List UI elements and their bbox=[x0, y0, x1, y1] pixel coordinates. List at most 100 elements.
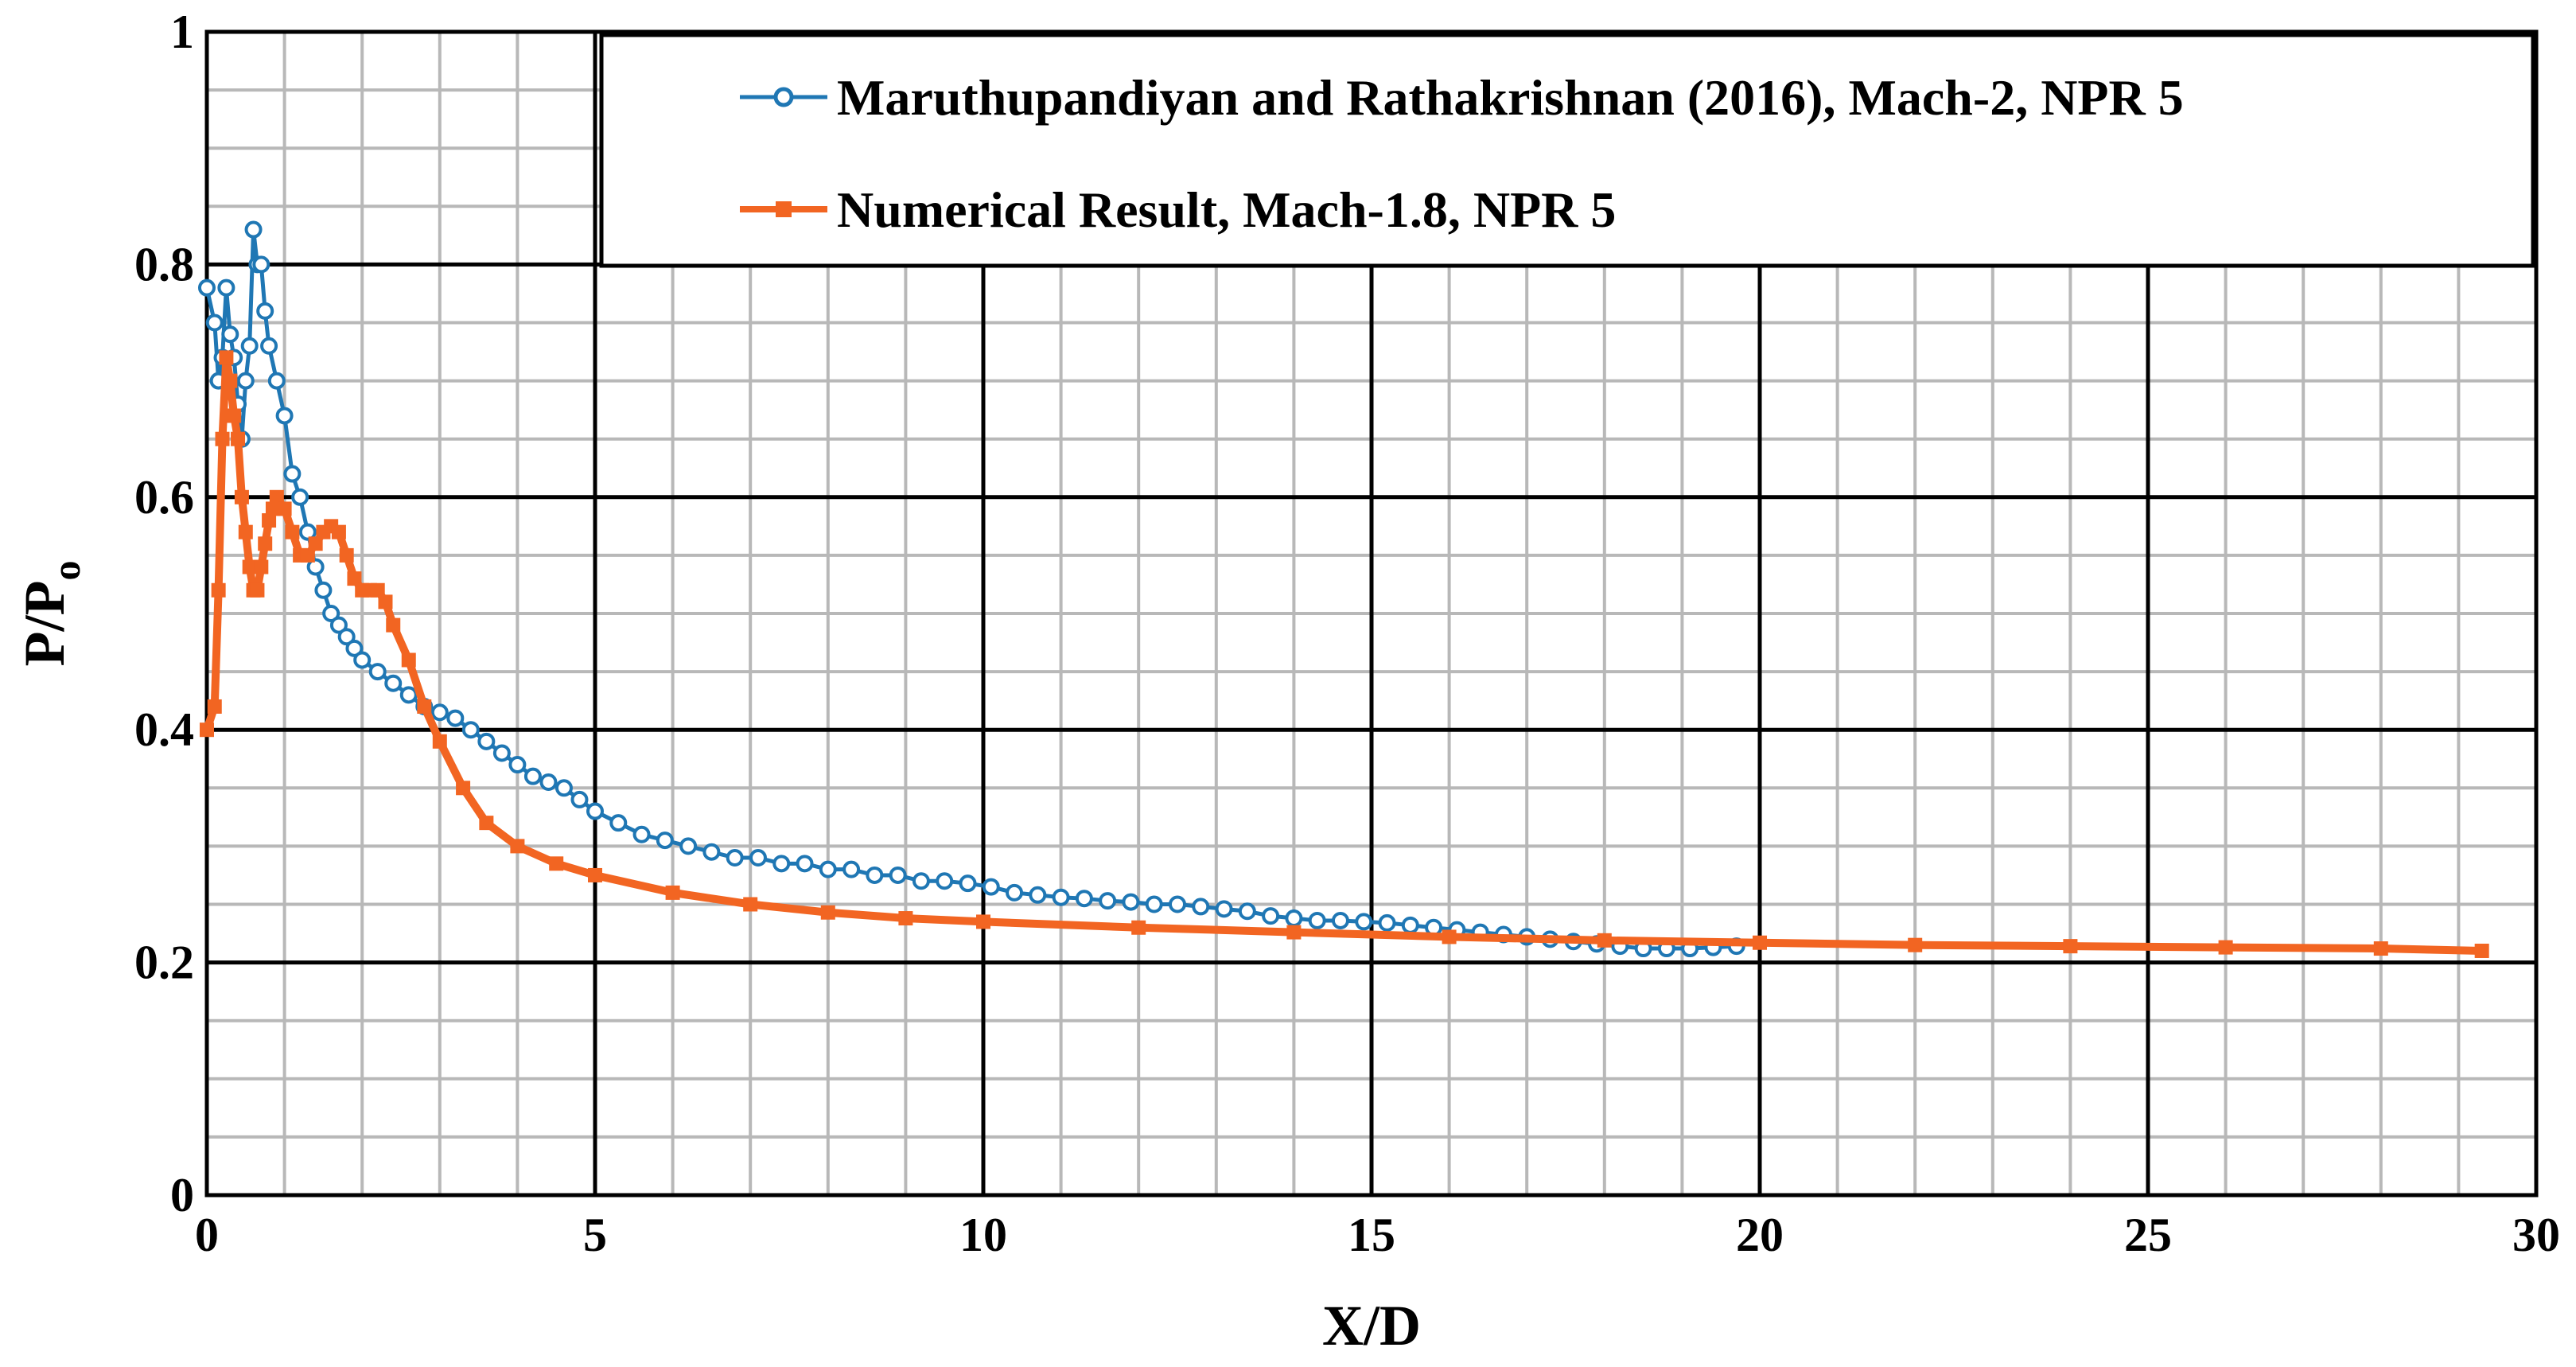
data-point bbox=[549, 856, 564, 871]
data-point bbox=[632, 825, 651, 843]
data-point bbox=[1215, 900, 1233, 918]
data-point bbox=[1285, 909, 1303, 928]
data-point bbox=[1308, 911, 1326, 929]
data-point bbox=[656, 831, 674, 850]
data-point bbox=[1286, 925, 1302, 940]
series-layer bbox=[198, 220, 2489, 958]
data-point bbox=[609, 814, 628, 832]
data-point bbox=[252, 255, 270, 274]
data-point bbox=[1238, 902, 1256, 921]
x-tick-label: 5 bbox=[583, 1209, 607, 1261]
x-axis-title: X/D bbox=[1322, 1294, 1421, 1357]
legend: Maruthupandiyan and Rathakrishnan (2016)… bbox=[599, 33, 2535, 268]
data-point bbox=[889, 866, 907, 884]
y-tick-label: 1 bbox=[170, 6, 194, 58]
data-point bbox=[370, 582, 385, 598]
data-point bbox=[231, 431, 246, 446]
data-point bbox=[306, 558, 325, 576]
data-point bbox=[234, 489, 249, 504]
data-point bbox=[1331, 911, 1349, 929]
data-point bbox=[1908, 937, 1923, 952]
data-point bbox=[331, 524, 346, 539]
data-point bbox=[1029, 886, 1047, 904]
y-tick-label: 0.2 bbox=[134, 937, 194, 989]
data-point bbox=[329, 616, 348, 634]
data-point bbox=[265, 501, 280, 516]
y-axis-title-subscript: o bbox=[44, 561, 88, 581]
data-point bbox=[665, 885, 680, 900]
x-tick-label: 30 bbox=[2512, 1209, 2560, 1261]
data-point bbox=[749, 849, 767, 867]
data-point bbox=[446, 709, 465, 727]
data-point bbox=[242, 559, 257, 574]
y-axis-title-main: P/P bbox=[13, 581, 76, 667]
data-point bbox=[300, 547, 315, 563]
y-tick-label: 0.8 bbox=[134, 238, 194, 290]
data-point bbox=[219, 350, 234, 365]
data-point bbox=[508, 756, 527, 774]
data-point bbox=[386, 617, 401, 633]
data-point bbox=[240, 337, 259, 355]
data-point bbox=[401, 652, 416, 668]
series-0 bbox=[198, 220, 1745, 958]
data-point bbox=[337, 628, 356, 646]
data-point bbox=[1145, 895, 1163, 913]
data-point bbox=[1131, 920, 1146, 935]
data-point bbox=[298, 523, 317, 541]
data-point bbox=[702, 843, 721, 861]
data-point bbox=[205, 314, 224, 332]
data-point bbox=[510, 839, 525, 854]
data-point bbox=[207, 699, 222, 714]
data-point bbox=[539, 773, 558, 791]
data-point bbox=[523, 767, 542, 785]
data-point bbox=[254, 559, 269, 574]
data-point bbox=[1753, 935, 1767, 950]
data-point bbox=[819, 860, 837, 878]
data-point bbox=[1006, 883, 1024, 902]
data-point bbox=[570, 790, 589, 808]
data-point bbox=[866, 866, 884, 884]
data-point bbox=[250, 582, 265, 598]
data-point bbox=[2063, 939, 2078, 954]
data-point bbox=[586, 802, 604, 820]
data-point bbox=[772, 855, 791, 873]
data-point bbox=[679, 837, 698, 855]
data-point bbox=[588, 867, 602, 882]
data-point bbox=[347, 571, 362, 586]
data-point bbox=[399, 686, 418, 704]
data-point bbox=[221, 325, 239, 344]
data-point bbox=[275, 407, 294, 425]
data-point bbox=[976, 914, 990, 929]
data-point bbox=[1099, 892, 1117, 910]
legend-marker-experimental bbox=[773, 87, 794, 107]
data-point bbox=[461, 721, 480, 739]
x-tick-label: 0 bbox=[195, 1209, 219, 1261]
x-tick-label: 20 bbox=[1736, 1209, 1784, 1261]
data-point bbox=[378, 594, 393, 610]
data-point bbox=[217, 278, 235, 297]
data-point bbox=[211, 582, 226, 598]
data-point bbox=[1355, 913, 1373, 931]
y-axis-ticks: 0 0.2 0.4 0.6 0.8 1 bbox=[134, 6, 194, 1221]
data-point bbox=[430, 703, 449, 722]
data-point bbox=[479, 816, 494, 831]
data-point bbox=[339, 547, 354, 563]
data-point bbox=[982, 878, 1000, 896]
data-point bbox=[1401, 916, 1419, 934]
data-point bbox=[291, 488, 309, 506]
data-point bbox=[285, 524, 300, 539]
data-point bbox=[283, 465, 302, 483]
data-point bbox=[1122, 893, 1140, 911]
y-tick-label: 0.4 bbox=[134, 703, 194, 756]
data-point bbox=[256, 302, 274, 320]
data-point bbox=[198, 278, 216, 297]
data-point bbox=[269, 489, 284, 504]
data-point bbox=[456, 781, 471, 796]
legend-box bbox=[599, 33, 2535, 268]
data-point bbox=[200, 722, 214, 738]
y-tick-label: 0.6 bbox=[134, 471, 194, 524]
data-point bbox=[1262, 907, 1280, 925]
data-point bbox=[215, 431, 230, 446]
x-tick-label: 10 bbox=[959, 1209, 1007, 1261]
